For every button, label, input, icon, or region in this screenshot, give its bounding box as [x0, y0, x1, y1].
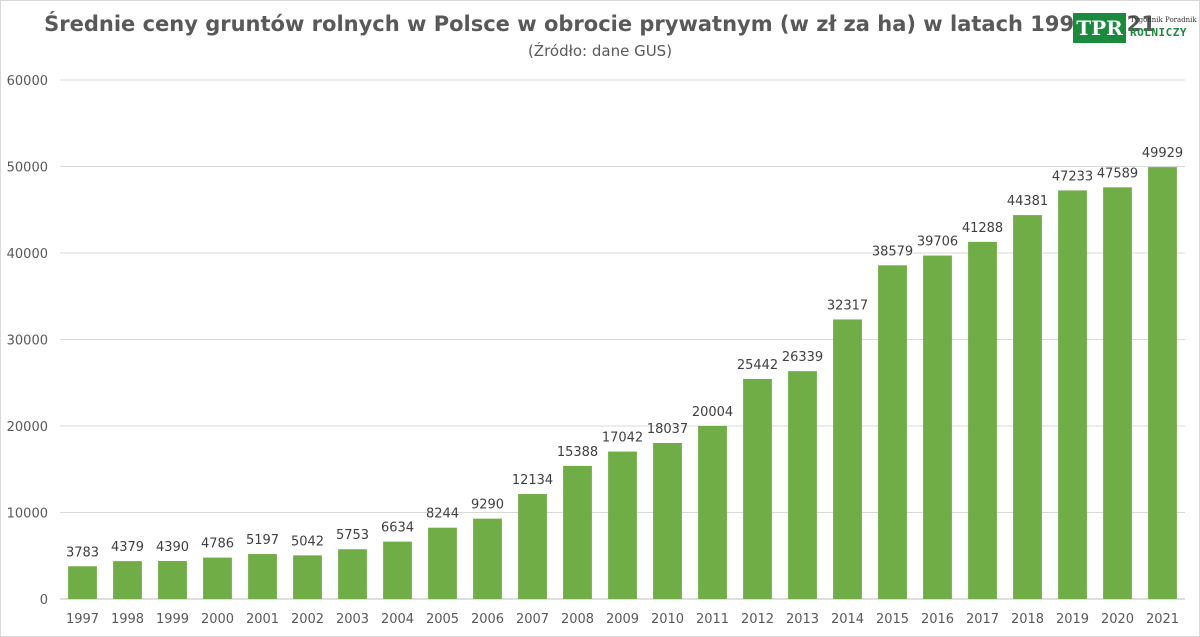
data-label-2000: 4786: [201, 537, 234, 552]
bar-2002: [293, 555, 322, 599]
y-tick-label-0: 0: [40, 593, 48, 608]
y-tick-label-10000: 10000: [7, 507, 48, 522]
bar-2000: [203, 557, 232, 599]
x-tick-label-2004: 2004: [381, 612, 414, 627]
bar-2021: [1148, 167, 1177, 600]
x-tick-label-2011: 2011: [696, 612, 729, 627]
x-tick-label-2001: 2001: [246, 612, 279, 627]
x-tick-label-2000: 2000: [201, 612, 234, 627]
bar-2009: [608, 451, 637, 599]
data-label-2019: 47233: [1052, 169, 1093, 184]
data-label-2001: 5197: [246, 533, 279, 548]
x-tick-label-2013: 2013: [786, 612, 819, 627]
logo-main-text: ROLNICZY: [1130, 26, 1187, 39]
data-label-2009: 17042: [602, 431, 643, 446]
bar-2006: [473, 518, 502, 599]
bar-1999: [158, 561, 187, 599]
bar-2004: [383, 541, 412, 599]
bar-2005: [428, 527, 457, 599]
x-tick-label-1999: 1999: [156, 612, 189, 627]
x-tick-label-2018: 2018: [1011, 612, 1044, 627]
x-tick-label-2019: 2019: [1056, 612, 1089, 627]
data-label-2014: 32317: [827, 298, 868, 313]
bar-1997: [68, 566, 97, 599]
data-label-2007: 12134: [512, 473, 553, 488]
bar-2013: [788, 371, 817, 599]
bar-2001: [248, 554, 277, 599]
x-tick-label-1997: 1997: [66, 612, 99, 627]
x-tick-label-2020: 2020: [1101, 612, 1134, 627]
bar-2007: [518, 494, 547, 599]
bar-2008: [563, 465, 592, 599]
bar-2014: [833, 319, 862, 599]
bar-2003: [338, 549, 367, 599]
data-label-2004: 6634: [381, 521, 414, 536]
x-tick-label-2015: 2015: [876, 612, 909, 627]
bar-2017: [968, 241, 997, 599]
y-tick-label-20000: 20000: [7, 420, 48, 435]
logo-mark: TPR: [1073, 13, 1126, 43]
data-label-1998: 4379: [111, 540, 144, 555]
x-tick-label-2021: 2021: [1146, 612, 1179, 627]
x-tick-label-2014: 2014: [831, 612, 864, 627]
x-tick-label-2002: 2002: [291, 612, 324, 627]
data-label-2017: 41288: [962, 221, 1003, 236]
bar-2015: [878, 265, 907, 599]
data-label-2012: 25442: [737, 358, 778, 373]
data-label-2008: 15388: [557, 445, 598, 460]
bar-2019: [1058, 190, 1087, 599]
data-label-2011: 20004: [692, 405, 733, 420]
y-tick-label-50000: 50000: [7, 161, 48, 176]
x-tick-label-2008: 2008: [561, 612, 594, 627]
x-tick-label-2007: 2007: [516, 612, 549, 627]
x-tick-label-2016: 2016: [921, 612, 954, 627]
bar-2011: [698, 425, 727, 599]
data-label-2018: 44381: [1007, 194, 1048, 209]
x-tick-label-2006: 2006: [471, 612, 504, 627]
x-tick-label-2010: 2010: [651, 612, 684, 627]
bar-2020: [1103, 187, 1132, 599]
bar-2016: [923, 255, 952, 600]
chart-subtitle: (Źródło: dane GUS): [527, 42, 673, 60]
data-label-2013: 26339: [782, 350, 823, 365]
bar-2018: [1013, 215, 1042, 599]
logo-small-text: Tygodnik Poradnik: [1130, 16, 1197, 24]
data-label-2016: 39706: [917, 235, 958, 250]
x-tick-label-2017: 2017: [966, 612, 999, 627]
tpr-logo: TPR Tygodnik Poradnik ROLNICZY: [1073, 13, 1197, 43]
data-label-2010: 18037: [647, 422, 688, 437]
bar-2010: [653, 442, 682, 599]
data-label-2021: 49929: [1142, 146, 1183, 161]
chart-title: Średnie ceny gruntów rolnych w Polsce w …: [44, 12, 1156, 36]
data-label-2020: 47589: [1097, 166, 1138, 181]
x-tick-label-2012: 2012: [741, 612, 774, 627]
data-label-2005: 8244: [426, 507, 459, 522]
bar-1998: [113, 561, 142, 599]
bar-2012: [743, 378, 772, 599]
data-label-1997: 3783: [66, 545, 99, 560]
data-label-2015: 38579: [872, 244, 913, 259]
data-label-2003: 5753: [336, 528, 369, 543]
y-tick-label-30000: 30000: [7, 334, 48, 349]
x-tick-label-2003: 2003: [336, 612, 369, 627]
x-tick-label-1998: 1998: [111, 612, 144, 627]
y-tick-label-40000: 40000: [7, 247, 48, 262]
x-tick-label-2005: 2005: [426, 612, 459, 627]
y-tick-label-60000: 60000: [7, 74, 48, 89]
data-label-2002: 5042: [291, 534, 324, 549]
data-label-1999: 4390: [156, 540, 189, 555]
x-tick-label-2009: 2009: [606, 612, 639, 627]
data-label-2006: 9290: [471, 498, 504, 513]
